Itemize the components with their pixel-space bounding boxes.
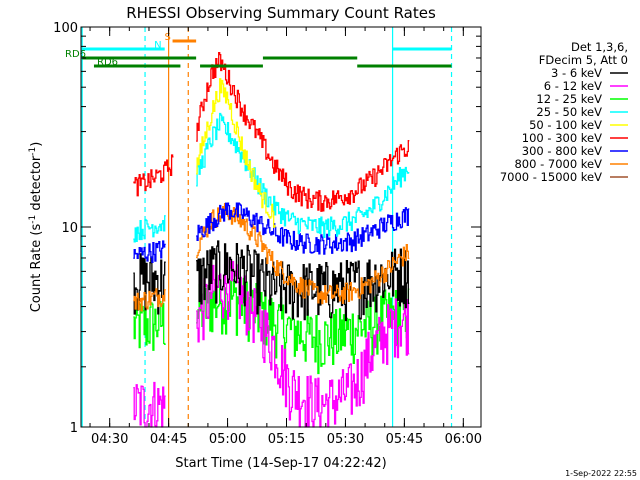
legend-entry-label: 3 - 6 keV [551,66,602,80]
axes: 04:30 04:45 05:00 05:15 05:30 05:45 06:00 1 10 10… [53,21,482,447]
series-trace [196,258,410,428]
series-trace [133,381,166,428]
legend-header-1: FDecim 5, Att 0 [539,53,628,67]
x-tick-label: 04:45 [150,432,187,447]
series-trace [133,240,166,264]
y-tick-label: 1 [70,421,78,436]
state-bar-label-0: S [165,32,171,43]
x-tick-label: 04:30 [91,432,128,447]
series-trace [196,112,410,238]
series-50-100-kev [196,78,276,228]
x-tick-label: 05:45 [386,432,423,447]
legend-entry-label: 50 - 100 keV [529,118,602,132]
legend-entry-label: 7000 - 15000 keV [500,170,602,184]
series-25-50-kev [133,112,410,243]
chart-title: RHESSI Observing Summary Count Rates [126,4,436,22]
x-axis-label: Start Time (14-Sep-17 04:22:42) [175,456,386,471]
series-trace [196,202,410,305]
series-trace [196,52,410,212]
state-bars: SN RD6 RD6 [65,32,452,68]
x-tick-label: 05:30 [327,432,364,447]
series-trace [196,202,410,255]
state-bar-label-3: RD6 [65,49,86,60]
y-tick-label: 10 [61,221,78,236]
y-tick-label: 100 [53,21,78,36]
series-layer [133,52,410,428]
state-bar-label-4: RD6 [97,57,118,68]
legend-entry-label: 800 - 7000 keV [514,157,602,171]
series-trace [133,288,166,312]
series-800-7000-kev [133,202,410,312]
state-bar-label-1: N [154,40,161,51]
series-300-800-kev [133,202,410,264]
legend-entry-label: 25 - 50 keV [536,105,602,119]
footer-date: 1-Sep-2022 22:55 [565,469,637,478]
legend-header-0: Det 1,3,6, [571,40,628,54]
y-axis-label: Count Rate (s-1 detector-1) [28,142,44,313]
series-trace [133,154,174,197]
series-trace [196,275,410,375]
x-tick-label: 06:00 [445,432,482,447]
series-6-12-kev [133,258,410,428]
legend-entry-label: 6 - 12 keV [544,79,602,93]
legend-entry-label: 300 - 800 keV [522,144,602,158]
series-trace [196,78,276,228]
legend-entry-label: 12 - 25 keV [536,92,602,106]
x-tick-label: 05:00 [209,432,246,447]
legend-entry-label: 100 - 300 keV [522,131,602,145]
x-tick-label: 05:15 [268,432,305,447]
series-trace [133,215,166,243]
series-100-300-kev [133,52,410,212]
